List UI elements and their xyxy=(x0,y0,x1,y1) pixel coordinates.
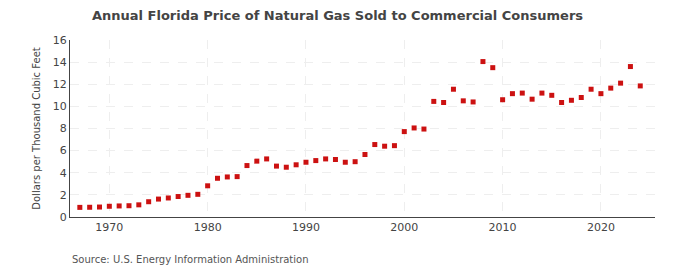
svg-text:14: 14 xyxy=(53,56,67,69)
svg-text:2020: 2020 xyxy=(587,221,615,234)
svg-text:Source: U.S. Energy Informatio: Source: U.S. Energy Information Administ… xyxy=(72,254,309,265)
svg-text:6: 6 xyxy=(60,144,67,157)
svg-text:8: 8 xyxy=(60,122,67,135)
svg-text:1980: 1980 xyxy=(194,221,222,234)
svg-text:1970: 1970 xyxy=(95,221,123,234)
svg-text:2000: 2000 xyxy=(390,221,418,234)
svg-text:10: 10 xyxy=(53,100,67,113)
svg-text:2: 2 xyxy=(60,189,67,202)
svg-text:Annual Florida Price of Natura: Annual Florida Price of Natural Gas Sold… xyxy=(92,8,583,23)
svg-text:Dollars per Thousand Cubic Fee: Dollars per Thousand Cubic Feet xyxy=(31,47,42,210)
svg-text:4: 4 xyxy=(60,167,67,180)
svg-text:0: 0 xyxy=(60,211,67,224)
svg-text:12: 12 xyxy=(53,78,67,91)
svg-text:16: 16 xyxy=(53,34,67,47)
svg-text:1990: 1990 xyxy=(292,221,320,234)
svg-text:2010: 2010 xyxy=(489,221,517,234)
